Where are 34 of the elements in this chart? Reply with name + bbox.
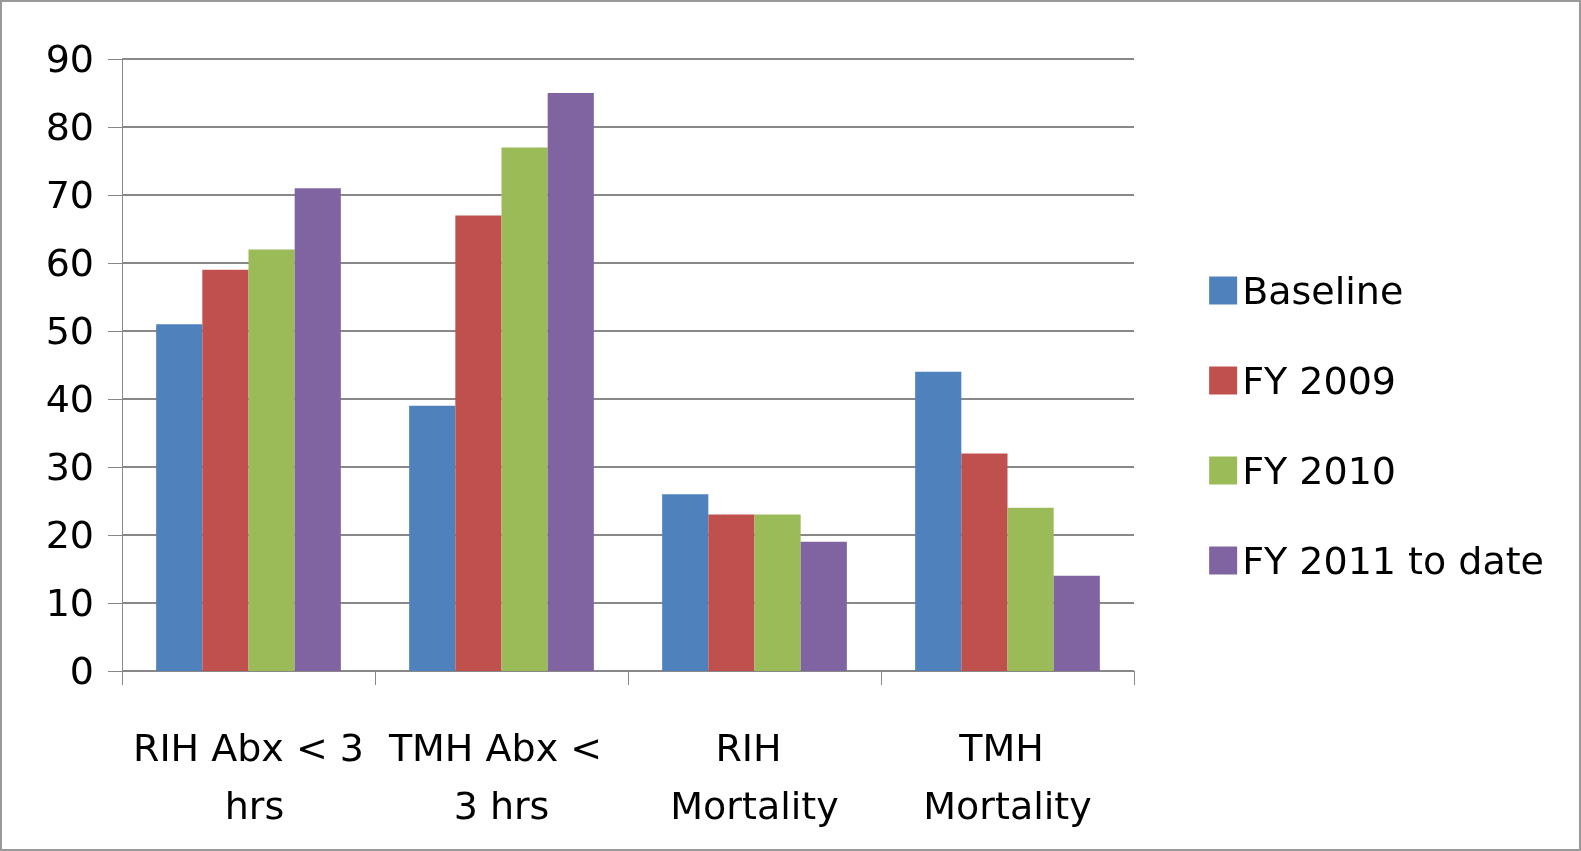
y-tick-label: 70 — [45, 173, 94, 217]
bar — [501, 147, 548, 671]
bar — [202, 269, 249, 671]
bar — [455, 215, 502, 671]
bar — [961, 453, 1008, 671]
y-tick-label: 50 — [45, 309, 94, 353]
x-tick-label: RIH Abx < 3 hrs — [132, 726, 365, 828]
bar — [915, 371, 962, 671]
y-tick-label: 20 — [45, 513, 94, 557]
bar — [1007, 507, 1054, 671]
bar — [409, 405, 456, 671]
bar — [547, 93, 594, 671]
x-tick-label: TMH Mortality — [923, 726, 1092, 828]
bar — [248, 249, 295, 671]
legend-label: Baseline — [1242, 268, 1404, 313]
y-tick-label: 90 — [45, 37, 94, 81]
bar — [156, 324, 203, 671]
legend-label: FY 2011 to date — [1242, 538, 1545, 583]
bar — [800, 541, 847, 671]
y-tick-label: 0 — [69, 649, 94, 693]
bar — [662, 494, 709, 671]
y-tick-label: 10 — [45, 581, 94, 625]
y-tick-label: 80 — [45, 105, 94, 149]
y-tick-label: 40 — [45, 377, 94, 421]
y-tick-label: 60 — [45, 241, 94, 285]
bar — [1053, 575, 1100, 671]
bar — [754, 514, 801, 671]
bar — [708, 514, 755, 671]
bar — [294, 188, 341, 671]
legend-label: FY 2010 — [1242, 448, 1397, 493]
legend-label: FY 2009 — [1242, 358, 1397, 403]
x-tick-label: RIH Mortality — [670, 726, 839, 828]
x-tick-label: TMH Abx < 3 hrs — [387, 726, 615, 828]
y-tick-label: 30 — [45, 445, 94, 489]
